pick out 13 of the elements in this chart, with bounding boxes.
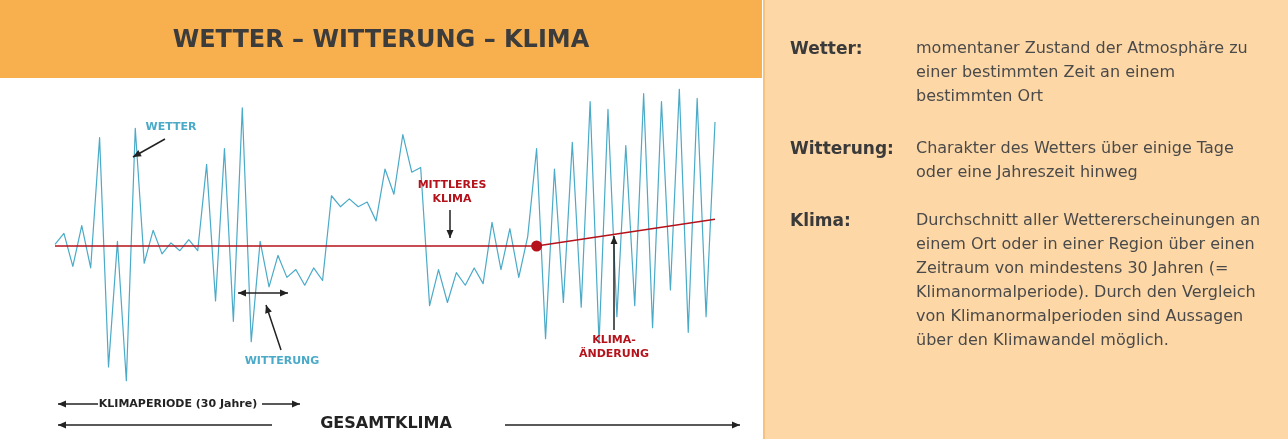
text: Charakter des Wetters über einige Tage oder eine Jahreszeit hinweg xyxy=(916,137,1235,183)
annotation: MITTLERES KLIMA xyxy=(416,178,488,206)
text: Durchschnitt aller Wettererscheinungen an einem Ort oder in einer Region über einen Zeitraum von mindestens 30 Jahren (= Klimanormalperiode). Durch den Vergleich von Klimanormalperioden sind Aussagen über den Klimawandel möglich. xyxy=(916,209,1261,351)
annotation: KLIMA-ÄNDERUNG xyxy=(578,333,650,361)
chart-title: WETTER – WITTERUNG – KLIMA xyxy=(0,0,762,78)
annotation: WETTER xyxy=(144,120,198,134)
text: GESAMTKLIMA xyxy=(319,413,453,433)
text: Witterung: xyxy=(790,138,894,158)
text: momentaner Zustand der Atmosphäre zu einer bestimmten Zeit an einem bestimmten Ort xyxy=(916,37,1249,107)
text: Klima: xyxy=(790,210,851,230)
text: KLIMAPERIODE (30 Jahre) xyxy=(97,397,259,411)
annotation: WITTERUNG xyxy=(243,354,321,368)
text: Wetter: xyxy=(790,38,863,58)
